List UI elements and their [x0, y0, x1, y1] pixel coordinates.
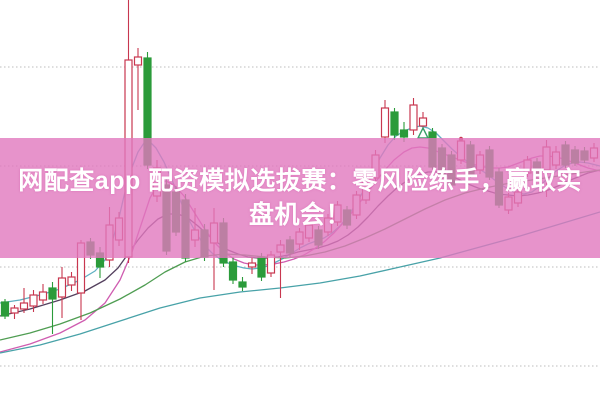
promo-banner-line1: 网配查app 配资模拟选拔赛：零风险练手，赢取实 — [18, 167, 582, 195]
candle-body — [399, 129, 409, 138]
candle-body — [67, 276, 76, 286]
up-arrow-marker — [416, 126, 430, 139]
candle-body — [19, 302, 29, 310]
candle-body — [418, 117, 428, 127]
candle-body — [48, 287, 57, 300]
candle-body — [238, 281, 247, 288]
candle-body — [29, 294, 38, 307]
candle-body — [409, 104, 418, 131]
candle-body — [38, 291, 48, 301]
candle-body — [0, 301, 10, 317]
candle-body — [133, 56, 143, 66]
promo-banner-line2: 盘机会！ — [248, 201, 351, 229]
candle-body — [257, 256, 266, 278]
candle-body — [380, 107, 390, 138]
candle-body — [57, 277, 67, 298]
candle-body — [247, 262, 257, 268]
candle-body — [10, 307, 19, 314]
promo-banner: 网配查app 配资模拟选拔赛：零风险练手，赢取实 盘机会！ — [0, 138, 600, 258]
candle-body — [390, 111, 399, 136]
candle-body — [228, 261, 238, 281]
